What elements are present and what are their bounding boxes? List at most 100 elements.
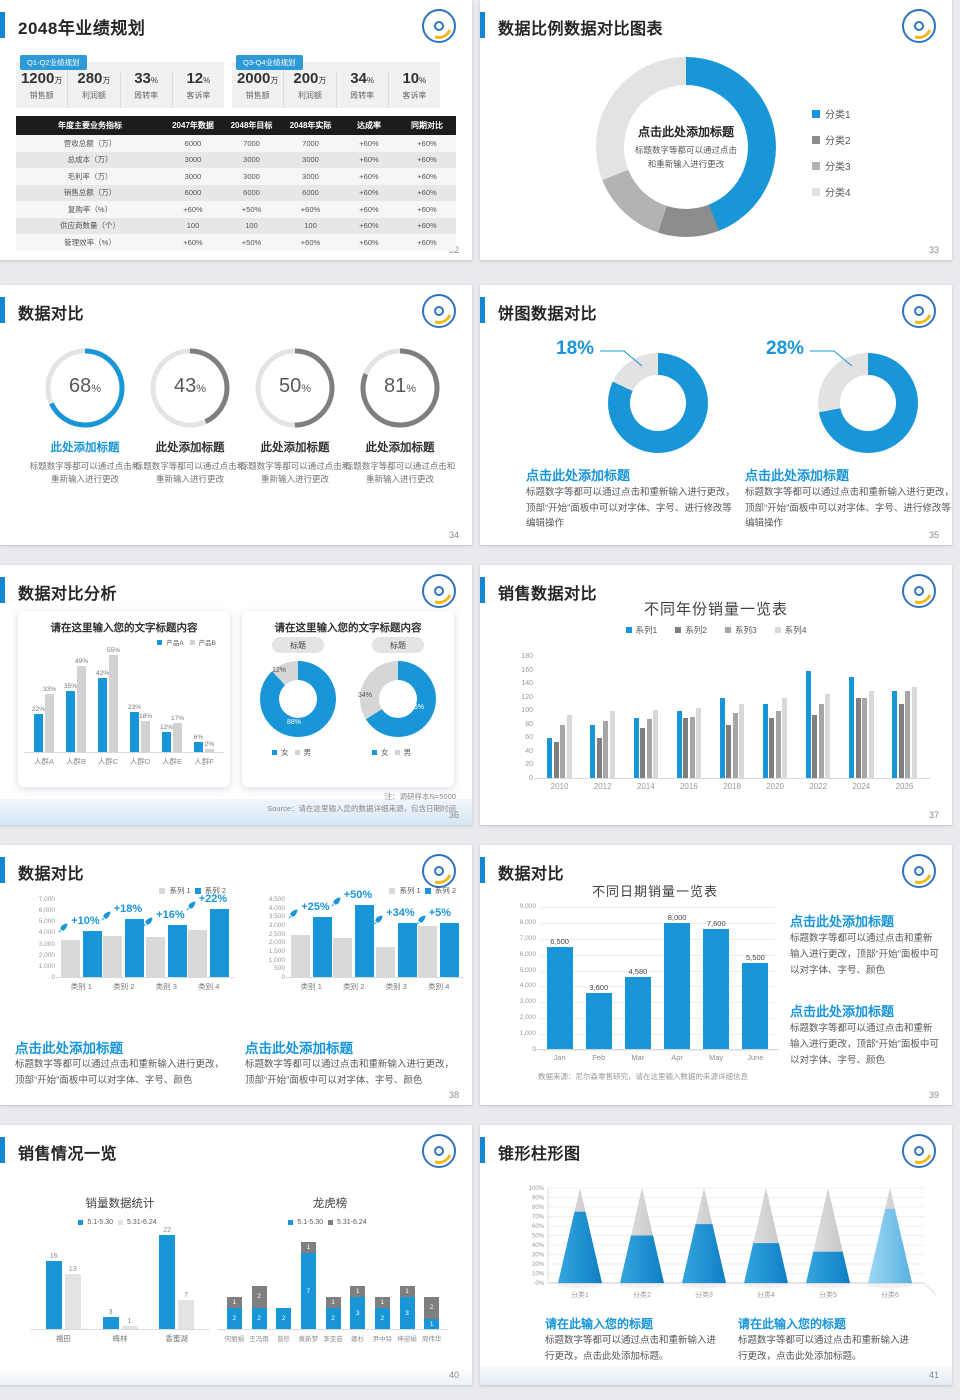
text-block-title: 请在此输入您的标题 xyxy=(738,1317,847,1331)
bar-segment-gray: 1 xyxy=(300,1242,316,1253)
legend-item: 女 xyxy=(272,747,289,758)
rocket-icon xyxy=(186,901,196,911)
slide-title: 销售数据对比 xyxy=(498,586,598,603)
table-cell: 6000 xyxy=(184,138,202,148)
slide-title: 数据对比 xyxy=(18,306,85,323)
legend-swatch-icon xyxy=(812,109,820,118)
x-axis-label: 人群D xyxy=(129,757,151,766)
table-header-cell: 2047年数据 xyxy=(172,121,214,130)
page-number: 41 xyxy=(928,1370,939,1380)
gauge-desc: 标题数字等都可以通过点击和重新输入进行更改 xyxy=(29,461,141,485)
bar xyxy=(60,940,80,978)
table-row: 营收总额（万） 6000 7000 7000 +60% +60% xyxy=(16,135,456,152)
legend-item: 系列 1 xyxy=(389,885,421,896)
slide-thumbnail-36[interactable]: 数据对比分析 注：调研样本N=5000 Source：请在这里输入您的数据详细来… xyxy=(0,565,472,825)
x-axis-label: 梅林 xyxy=(112,1334,128,1343)
donut-chart xyxy=(608,353,708,453)
legend: 产品A 产品B xyxy=(157,637,222,647)
bar xyxy=(34,714,43,753)
x-axis-label: June xyxy=(747,1053,764,1062)
legend-label: 5.1-5.30 xyxy=(87,1219,114,1226)
table-cell: 总成本（万） xyxy=(67,155,113,165)
logo-core-icon xyxy=(914,586,924,596)
slide-thumbnail-33[interactable]: 数据比例数据对比图表 33 点击此处添加标题 标题数字等都可以通过点击和重新输入进… xyxy=(480,0,952,260)
bar xyxy=(333,938,353,978)
gauge-percent-sign: % xyxy=(91,383,102,395)
y-axis-tick: 7,000 xyxy=(38,896,55,903)
table-row: 总成本（万） 3000 3000 3000 +60% +60% xyxy=(16,151,456,168)
table-cell: 3000 xyxy=(243,171,260,181)
rocket-icon xyxy=(100,909,112,921)
x-axis-label: 类别 2 xyxy=(113,982,135,991)
rocket-icon xyxy=(101,911,111,921)
gridline xyxy=(540,1002,775,1004)
bar-value-label: 7,600 xyxy=(706,919,726,928)
text-block-desc: 标题数字等都可以通过点击和重新输入进行更改，顶部“开始”面板中可以对字体、字号、… xyxy=(790,933,939,977)
table-cell: 3000 xyxy=(302,155,319,165)
x-axis-label: 黄新梦 xyxy=(298,1336,319,1343)
slice-label: 66% xyxy=(410,704,425,711)
table-cell: 6000 xyxy=(302,188,319,198)
legend-label: 5.31-6.24 xyxy=(127,1219,157,1226)
bar xyxy=(609,711,615,779)
y-axis-tick: 0 xyxy=(281,974,285,981)
y-axis-tick: 120 xyxy=(521,693,533,701)
growth-label: +50% xyxy=(343,889,373,901)
bar-value-label: 5,500 xyxy=(746,953,765,962)
page-number: 35 xyxy=(928,530,939,540)
pill-label: 标题 xyxy=(372,637,424,653)
bar xyxy=(739,704,745,779)
pill-label: 标题 xyxy=(272,637,324,653)
bar xyxy=(178,1300,195,1330)
bar xyxy=(98,678,107,753)
stats-row: 2000万 销售额 200万 利润额 34% 周转率 10% 客诉率 xyxy=(232,62,440,108)
bar xyxy=(82,931,102,978)
bar xyxy=(646,719,652,779)
table-cell: 3000 xyxy=(302,171,319,181)
stat-label: 周转率 xyxy=(134,91,159,100)
table-cell: 6000 xyxy=(184,188,202,198)
slide-thumbnail-37[interactable]: 销售数据对比 37 不同年份销量一览表 系列1 系列2 系列3 系列4 180 160 140… xyxy=(480,565,952,825)
title-accent-bar xyxy=(480,857,485,883)
footer-band xyxy=(0,799,472,825)
block-desc: 标题数字等都可以通过点击和重新输入进行更改，顶部“开始”面板中可以对字体、字号、… xyxy=(745,487,952,530)
slide-thumbnail-41[interactable]: 锥形柱形图 请在此输入您的标题 标题数字等都可以通过点击和重新输入进行更改，点击… xyxy=(480,1125,952,1385)
slide-title: 锥形柱形图 xyxy=(498,1146,581,1163)
title-accent-bar xyxy=(480,12,485,38)
stat-unit: 万 xyxy=(270,76,279,85)
stat-label: 利润额 xyxy=(297,91,322,100)
bar-segment-blue: 3 xyxy=(399,1297,415,1330)
slide-thumbnail-35[interactable]: 饼图数据对比 35 18% 点击此处添加标题 标题数字等都可以通过点击和重新输入进行… xyxy=(480,285,952,545)
page-number: 40 xyxy=(448,1370,459,1380)
table-header-cell: 年度主要业务指标 xyxy=(58,121,122,130)
stat: 10% 客诉率 xyxy=(387,70,440,108)
legend-item: 分类3 xyxy=(812,158,851,173)
slide-thumbnail-40[interactable]: 销售情况一览 销量数据统计 龙虎榜 40 5.1-5.30 5.31-6.24 16… xyxy=(0,1125,472,1385)
slide-thumbnail-39[interactable]: 数据对比 点击此处添加标题 标题数字等都可以通过点击和重新输入进行更改，顶部“开… xyxy=(480,845,952,1105)
slide-thumbnail-34[interactable]: 数据对比 34 68% 此处添加标题 标题数字等都可以通过点击和重新输入进行更改 43… xyxy=(0,285,472,545)
gauge-ring-icon xyxy=(360,348,440,428)
x-axis-label: 李亚茹 xyxy=(323,1336,343,1343)
footer-band xyxy=(0,1369,472,1385)
bar-segment-blue: 2 xyxy=(325,1308,341,1330)
page-number: 38 xyxy=(448,1090,459,1100)
y-axis-tick: 7,000 xyxy=(519,934,536,942)
stat-label: 周转率 xyxy=(350,91,375,100)
svg-text:90%: 90% xyxy=(532,1196,545,1202)
table-header-row: 年度主要业务指标 2047年数据 2048年目标 2048年实际 达成率 同期对比 xyxy=(16,116,456,135)
legend-label: 系列4 xyxy=(784,625,807,635)
bar xyxy=(862,698,868,779)
slide-thumbnail-38[interactable]: 数据对比 38 系列 1 系列 2 7,000 6,000 5,000 4,000 3,00… xyxy=(0,845,472,1105)
legend-label: 系列3 xyxy=(735,625,757,635)
bar xyxy=(812,715,818,779)
slide-thumbnail-32[interactable]: 2048年业绩规划 32 Q1-Q2业绩规划1200万销售额280万利润额33%… xyxy=(0,0,472,260)
svg-text:40%: 40% xyxy=(532,1243,545,1249)
growth-label: +10% xyxy=(71,915,100,927)
stat-value: 10% xyxy=(402,70,427,87)
stat-unit: % xyxy=(419,76,427,85)
y-axis-tick: 8,000 xyxy=(519,918,536,926)
chart-card: 请在这里输入您的文字标题内容 标题 12% 88% 女男标题 34% 66% 女男 xyxy=(242,611,454,787)
bar xyxy=(585,993,612,1050)
bar-value-label: 8,000 xyxy=(667,913,687,922)
gauge: 68% 此处添加标题 标题数字等都可以通过点击和重新输入进行更改 xyxy=(30,347,140,486)
